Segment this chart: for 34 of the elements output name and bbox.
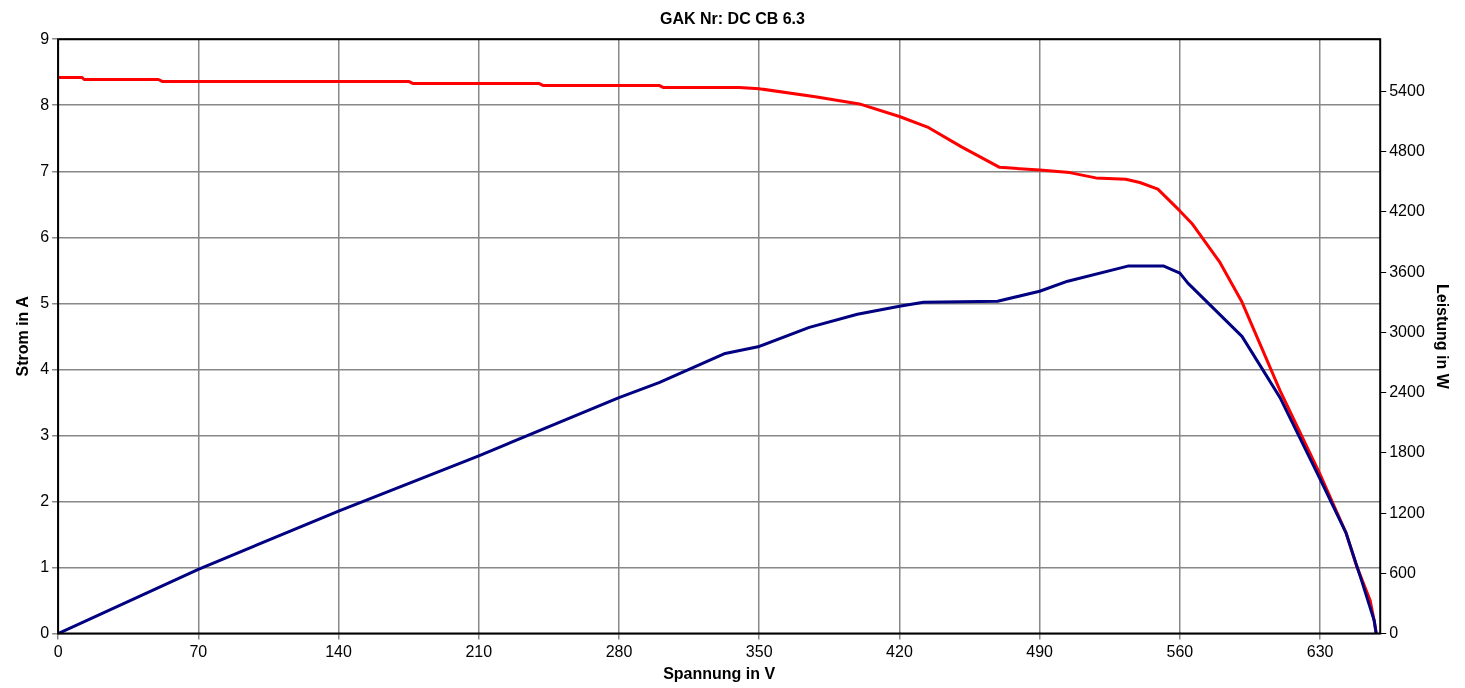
y2-tick-label: 1200: [1389, 503, 1425, 521]
x-tick-label: 630: [1306, 642, 1334, 660]
y2-tick-label: 5400: [1389, 81, 1425, 99]
y-tick-label: 7: [40, 161, 50, 179]
x-tick-label: 420: [886, 642, 913, 660]
y-tick-label: 6: [40, 227, 50, 245]
y2-tick-label: 4800: [1389, 142, 1425, 160]
y2-tick-label: 0: [1389, 624, 1399, 642]
x-tick-label: 210: [465, 642, 493, 660]
y-tick-label: 2: [40, 491, 50, 509]
y-axis-title: Strom in A: [14, 295, 32, 377]
y2-tick-label: 2400: [1389, 383, 1425, 401]
y2-tick-label: 1800: [1389, 443, 1425, 461]
y-tick-label: 9: [40, 29, 50, 47]
chart-title: GAK Nr: DC CB 6.3: [660, 10, 806, 28]
y2-tick-label: 3600: [1389, 262, 1425, 280]
x-axis-title: Spannung in V: [663, 664, 776, 682]
y-tick-label: 4: [40, 359, 50, 377]
x-tick-label: 490: [1026, 642, 1054, 660]
y2-tick-label: 3000: [1389, 322, 1425, 340]
x-tick-label: 140: [325, 642, 352, 660]
x-tick-label: 560: [1166, 642, 1194, 660]
y2-tick-label: 600: [1389, 563, 1416, 581]
y-tick-label: 8: [40, 95, 50, 113]
y2-tick-label: 4200: [1389, 202, 1425, 220]
x-tick-label: 70: [189, 642, 208, 660]
y-tick-label: 5: [40, 293, 50, 311]
x-tick-label: 0: [53, 642, 63, 660]
y2-axis-title: Leistung in W: [1433, 283, 1451, 390]
y-tick-label: 0: [40, 624, 50, 642]
x-tick-label: 350: [745, 642, 773, 660]
x-tick-label: 280: [605, 642, 633, 660]
y-tick-label: 3: [40, 425, 50, 443]
y-tick-label: 1: [40, 557, 50, 575]
